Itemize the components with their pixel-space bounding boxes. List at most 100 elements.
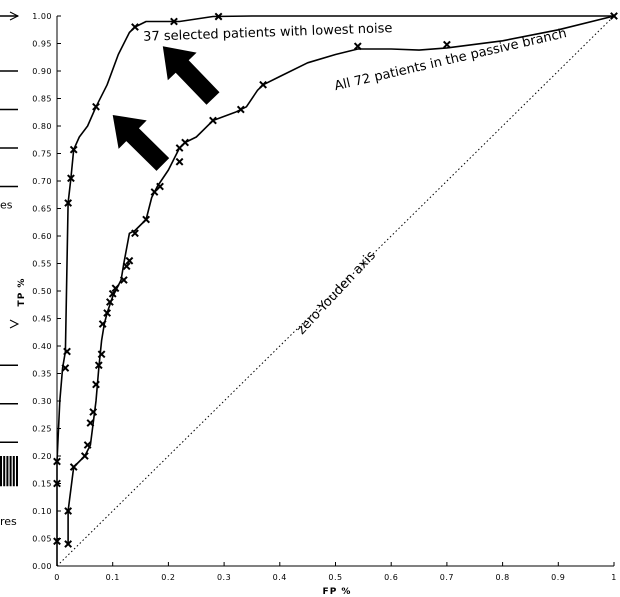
marker-stroke bbox=[170, 17, 178, 26]
series-markers bbox=[53, 12, 618, 548]
marker-stroke bbox=[69, 463, 78, 471]
y-tick-label: 0.40 bbox=[32, 342, 52, 351]
marker-stroke bbox=[64, 540, 73, 548]
marker-series-2 bbox=[89, 408, 98, 416]
marker-stroke bbox=[125, 256, 134, 265]
marker-series-2 bbox=[142, 215, 151, 224]
marker-stroke bbox=[92, 102, 100, 111]
edge-bar bbox=[6, 456, 9, 487]
edge-arrowhead bbox=[9, 11, 20, 21]
marker-stroke bbox=[259, 80, 267, 89]
marker-stroke bbox=[69, 145, 78, 154]
marker-series-2 bbox=[97, 350, 106, 359]
marker-stroke bbox=[131, 23, 139, 31]
marker-stroke bbox=[53, 479, 61, 488]
marker-stroke bbox=[80, 452, 89, 460]
marker-stroke bbox=[442, 40, 451, 49]
marker-stroke bbox=[83, 441, 92, 449]
marker-stroke bbox=[236, 105, 245, 114]
marker-stroke bbox=[610, 12, 618, 20]
marker-series-2 bbox=[122, 262, 131, 271]
zero-youden-line bbox=[56, 15, 615, 567]
series-line-1 bbox=[56, 15, 614, 566]
y-tick-label: 0.25 bbox=[32, 425, 52, 434]
marker-stroke bbox=[64, 199, 73, 207]
marker-stroke bbox=[214, 12, 223, 21]
y-tick-label: 1.00 bbox=[32, 12, 52, 21]
marker-series-2 bbox=[119, 276, 128, 284]
marker-stroke bbox=[67, 174, 75, 183]
edge-bar bbox=[3, 456, 6, 487]
y-tick-label: 0.10 bbox=[32, 507, 52, 516]
marker-series-2 bbox=[106, 298, 114, 306]
edge-fragment-1: es bbox=[0, 199, 13, 212]
marker-series-2 bbox=[64, 507, 73, 515]
x-tick-label: 0.8 bbox=[495, 573, 509, 582]
marker-series-2 bbox=[175, 157, 184, 166]
marker-stroke bbox=[175, 157, 184, 166]
edge-bar bbox=[9, 456, 12, 487]
marker-stroke bbox=[175, 144, 184, 152]
x-tick-label: 0 bbox=[54, 573, 60, 582]
y-tick-label: 0.80 bbox=[32, 122, 52, 131]
annotation-label-3: zero-Youden axis bbox=[294, 248, 379, 338]
edge-bar bbox=[0, 456, 2, 487]
y-tick-label: 0.50 bbox=[32, 287, 52, 296]
tick-labels: 0 0.1 0.2 0.3 0.4 0.5 0.6 0.7 0.8 0.9 1 0.00 0.05 0.1… bbox=[32, 12, 617, 582]
marker-series-1 bbox=[610, 12, 618, 20]
marker-series-1 bbox=[92, 102, 100, 111]
marker-stroke bbox=[92, 380, 100, 389]
marker-stroke bbox=[89, 408, 98, 416]
marker-series-2 bbox=[125, 256, 134, 265]
marker-stroke bbox=[119, 276, 128, 284]
marker-series-2 bbox=[83, 441, 92, 449]
marker-stroke bbox=[97, 350, 106, 359]
x-tick-label: 0.2 bbox=[161, 573, 175, 582]
marker-stroke bbox=[111, 284, 120, 293]
marker-stroke bbox=[63, 347, 71, 356]
y-tick-label: 0.15 bbox=[32, 480, 52, 489]
y-tick-label: 0.65 bbox=[32, 205, 52, 214]
y-tick-label: 0.75 bbox=[32, 150, 52, 159]
marker-series-2 bbox=[98, 320, 107, 328]
y-tick-label: 0.90 bbox=[32, 67, 52, 76]
marker-stroke bbox=[98, 320, 107, 328]
marker-series-2 bbox=[64, 540, 73, 548]
x-tick-label: 0.6 bbox=[384, 573, 398, 582]
marker-series-1 bbox=[214, 12, 223, 21]
marker-stroke bbox=[103, 309, 112, 317]
marker-stroke bbox=[94, 361, 103, 370]
y-tick-label: 0.85 bbox=[32, 95, 52, 104]
marker-series-1 bbox=[69, 145, 78, 154]
y-tick-label: 0.60 bbox=[32, 232, 52, 241]
marker-series-2 bbox=[80, 452, 89, 460]
marker-series-2 bbox=[92, 380, 100, 389]
marker-stroke bbox=[108, 289, 117, 298]
y-tick-label: 0.00 bbox=[32, 562, 52, 571]
marker-series-1 bbox=[61, 364, 70, 372]
marker-series-2 bbox=[175, 144, 184, 152]
marker-series-2 bbox=[103, 309, 112, 317]
marker-series-2 bbox=[108, 289, 117, 298]
marker-stroke bbox=[53, 537, 61, 546]
y-tick-label: 0.35 bbox=[32, 370, 52, 379]
y-tick-label: 0.20 bbox=[32, 452, 52, 461]
marker-stroke bbox=[150, 188, 159, 196]
x-tick-label: 0.4 bbox=[273, 573, 287, 582]
edge-arrowhead bbox=[9, 319, 20, 329]
marker-series-2 bbox=[236, 105, 245, 114]
annotation-label-1: 37 selected patients with lowest noise bbox=[143, 21, 393, 45]
marker-stroke bbox=[142, 215, 151, 224]
marker-stroke bbox=[106, 298, 114, 306]
x-tick-label: 1 bbox=[611, 573, 617, 582]
block-arrow-1 bbox=[162, 46, 220, 105]
y-tick-label: 0.05 bbox=[32, 535, 52, 544]
edge-bar bbox=[12, 456, 15, 487]
edge-bar bbox=[16, 456, 18, 487]
x-axis-title: FP % bbox=[323, 587, 352, 597]
marker-series-2 bbox=[353, 42, 362, 51]
marker-series-1 bbox=[170, 17, 178, 26]
y-tick-label: 0.45 bbox=[32, 315, 52, 324]
y-axis-title: TP % bbox=[17, 278, 27, 307]
